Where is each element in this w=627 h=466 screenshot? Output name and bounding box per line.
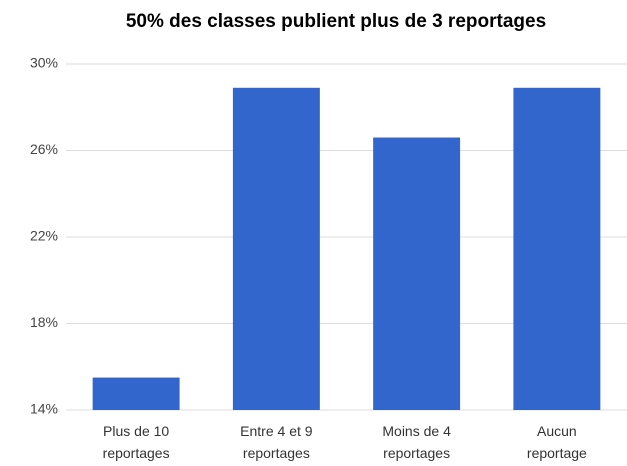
- y-tick-label: 18%: [30, 314, 58, 330]
- y-tick-label: 30%: [30, 55, 58, 71]
- y-tick-label: 14%: [30, 401, 58, 417]
- bar: [373, 137, 461, 410]
- x-tick-label: Moins de 4 reportages: [382, 423, 451, 461]
- y-tick-label: 22%: [30, 228, 58, 244]
- y-tick-label: 26%: [30, 141, 58, 157]
- bar: [232, 87, 320, 410]
- x-tick-label: Entre 4 et 9 reportages: [240, 423, 313, 461]
- x-tick-label: Plus de 10 reportages: [102, 423, 170, 461]
- bar: [513, 87, 601, 410]
- x-tick-label: Aucun reportage: [526, 423, 587, 461]
- chart-title: 50% des classes publient plus de 3 repor…: [126, 11, 546, 32]
- bar: [92, 377, 180, 410]
